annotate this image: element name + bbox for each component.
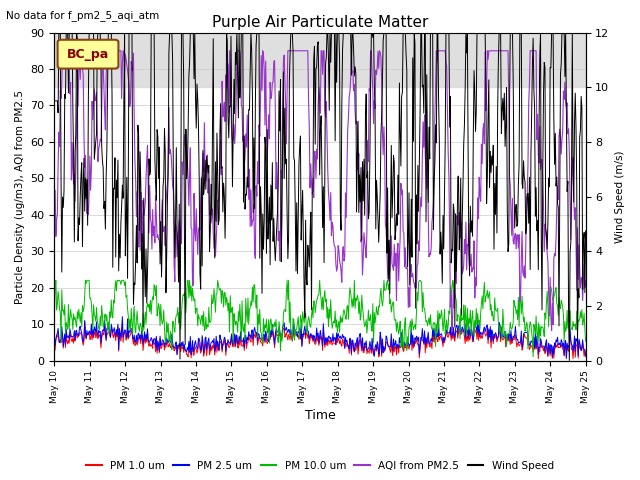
Y-axis label: Wind Speed (m/s): Wind Speed (m/s): [615, 150, 625, 243]
Title: Purple Air Particulate Matter: Purple Air Particulate Matter: [212, 15, 428, 30]
Y-axis label: Particle Density (ug/m3), AQI from PM2.5: Particle Density (ug/m3), AQI from PM2.5: [15, 90, 25, 303]
Text: BC_pa: BC_pa: [67, 48, 109, 60]
Bar: [54, 33, 586, 87]
Text: No data for f_pm2_5_aqi_atm: No data for f_pm2_5_aqi_atm: [6, 10, 159, 21]
Legend: PM 1.0 um, PM 2.5 um, PM 10.0 um, AQI from PM2.5, Wind Speed: PM 1.0 um, PM 2.5 um, PM 10.0 um, AQI fr…: [82, 456, 558, 475]
X-axis label: Time: Time: [305, 409, 335, 422]
